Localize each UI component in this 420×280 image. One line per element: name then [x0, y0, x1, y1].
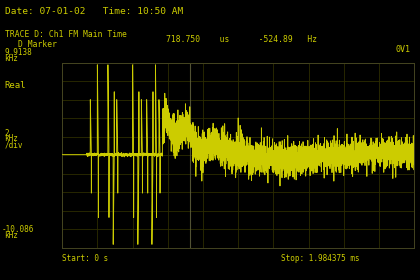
- Text: 718.750    us      -524.89   Hz: 718.750 us -524.89 Hz: [166, 35, 317, 44]
- Text: Start: 0 s: Start: 0 s: [62, 254, 108, 263]
- Text: 2: 2: [4, 129, 9, 138]
- Text: -10.086: -10.086: [2, 225, 34, 234]
- Text: 0V1: 0V1: [396, 45, 411, 54]
- Text: kHz: kHz: [4, 54, 18, 63]
- Text: Real: Real: [4, 81, 26, 90]
- Text: Date: 07-01-02   Time: 10:50 AM: Date: 07-01-02 Time: 10:50 AM: [5, 7, 183, 16]
- Text: /div: /div: [4, 140, 23, 149]
- Text: Stop: 1.984375 ms: Stop: 1.984375 ms: [281, 254, 360, 263]
- Text: D Marker: D Marker: [18, 40, 57, 49]
- Text: 9.9138: 9.9138: [4, 48, 32, 57]
- Text: kHz: kHz: [4, 231, 18, 240]
- Text: kHz: kHz: [4, 134, 18, 143]
- Text: TRACE D: Ch1 FM Main Time: TRACE D: Ch1 FM Main Time: [5, 30, 127, 39]
